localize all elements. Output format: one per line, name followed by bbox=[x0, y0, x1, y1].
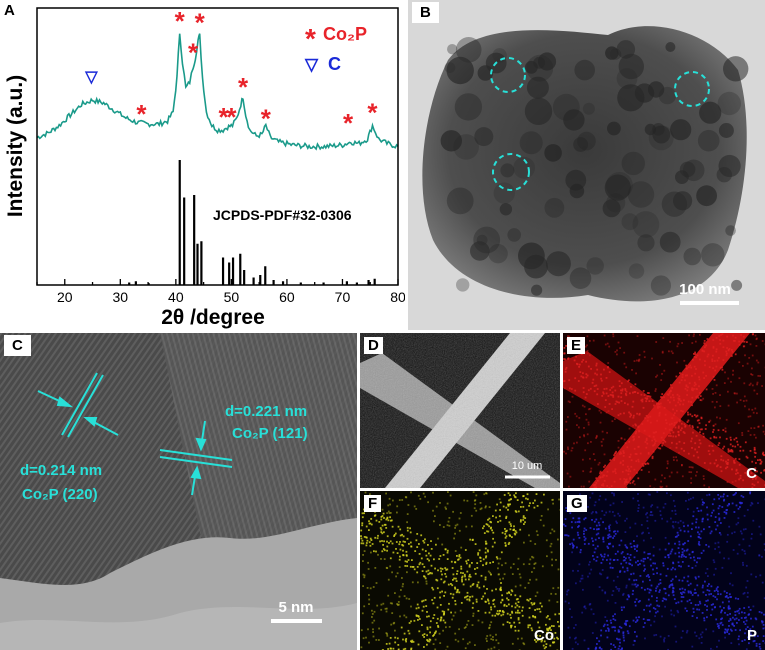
peak-marker-co2p: * bbox=[136, 99, 147, 129]
highlight-circle bbox=[490, 57, 526, 93]
xrd-chart: ▽******** * * 20 30 40 50 60 70 80 JCPDS-PDF#32-… bbox=[4, 6, 405, 329]
d-spacing-121: d=0.221 nm bbox=[225, 403, 307, 420]
highlight-circle bbox=[492, 153, 530, 191]
x-tick-label: 50 bbox=[224, 289, 240, 305]
x-tick-label: 40 bbox=[168, 289, 184, 305]
panel-g-phosphorus-map: G P bbox=[563, 491, 765, 650]
peak-marker-co2p: * bbox=[219, 102, 230, 132]
legend-label-co2p: Co₂P bbox=[323, 24, 367, 44]
plot-frame bbox=[36, 7, 399, 286]
panel-label-d: D bbox=[364, 337, 383, 354]
xrd-series-line bbox=[36, 33, 399, 151]
y-axis-label: Intensity (a.u.) bbox=[4, 75, 27, 217]
x-tick-label: 70 bbox=[335, 289, 351, 305]
panel-label-b: B bbox=[412, 2, 439, 23]
panel-f-cobalt-map: F Co bbox=[360, 491, 560, 650]
highlight-circle bbox=[674, 71, 710, 107]
peak-marker-co2p: * bbox=[226, 102, 237, 132]
d-spacing-220: d=0.214 nm bbox=[20, 462, 102, 479]
tem-image: 100 nm bbox=[408, 0, 765, 330]
panel-label-f: F bbox=[364, 495, 382, 512]
peak-marker-co2p: * bbox=[238, 72, 249, 102]
x-tick-label: 60 bbox=[279, 289, 295, 305]
peak-marker-co2p: * bbox=[175, 6, 186, 36]
legend-symbol-co2p: * bbox=[305, 23, 316, 54]
panel-a-xrd: ▽ * * * * * * * * * * 20 30 40 50 60 70 80 JCPDS-PDF#32-… bbox=[0, 0, 405, 330]
peak-marker-co2p: * bbox=[367, 98, 378, 128]
panel-b-tem: 100 nm B bbox=[408, 0, 765, 330]
x-tick-label: 30 bbox=[113, 289, 129, 305]
phase-label-220: Co₂P (220) bbox=[22, 486, 98, 503]
panel-e-carbon-map: E C bbox=[563, 333, 765, 488]
panel-label-e: E bbox=[567, 337, 586, 354]
hrtem-image: d=0.214 nm Co₂P (220) d=0.221 nm Co₂P (1… bbox=[0, 333, 357, 650]
panel-label-g: G bbox=[567, 495, 587, 512]
legend-symbol-c: ▽ bbox=[304, 55, 319, 74]
element-label-p: P bbox=[746, 627, 757, 644]
peak-marker-co2p: * bbox=[195, 8, 206, 38]
phase-label-121: Co₂P (121) bbox=[232, 425, 308, 442]
element-label-c: C bbox=[746, 465, 757, 482]
legend: * Co₂P ▽ C bbox=[304, 23, 367, 74]
x-axis-label: 2θ /degree bbox=[161, 306, 265, 329]
peak-marker-carbon: ▽ bbox=[84, 69, 98, 86]
peak-marker-co2p: * bbox=[261, 104, 272, 134]
panel-d-sem: 10 um D bbox=[360, 333, 560, 488]
reference-label: JCPDS-PDF#32-0306 bbox=[213, 207, 352, 223]
scale-bar-label: 100 nm bbox=[679, 281, 731, 298]
lattice-marker-220 bbox=[37, 372, 119, 438]
element-label-co: Co bbox=[534, 627, 554, 644]
legend-label-c: C bbox=[328, 54, 341, 74]
x-tick-label: 20 bbox=[57, 289, 73, 305]
lattice-marker-121 bbox=[159, 420, 233, 496]
scale-bar-label: 5 nm bbox=[278, 599, 313, 616]
x-tick-label: 80 bbox=[390, 289, 405, 305]
particle-cluster bbox=[422, 26, 747, 302]
peak-marker-co2p: * bbox=[188, 38, 199, 68]
panel-label-a: A bbox=[2, 2, 17, 19]
panel-label-c: C bbox=[4, 335, 31, 356]
peak-marker-co2p: * bbox=[343, 108, 354, 138]
panel-c-hrtem: d=0.214 nm Co₂P (220) d=0.221 nm Co₂P (1… bbox=[0, 333, 357, 650]
scale-bar-label: 10 um bbox=[512, 460, 543, 472]
